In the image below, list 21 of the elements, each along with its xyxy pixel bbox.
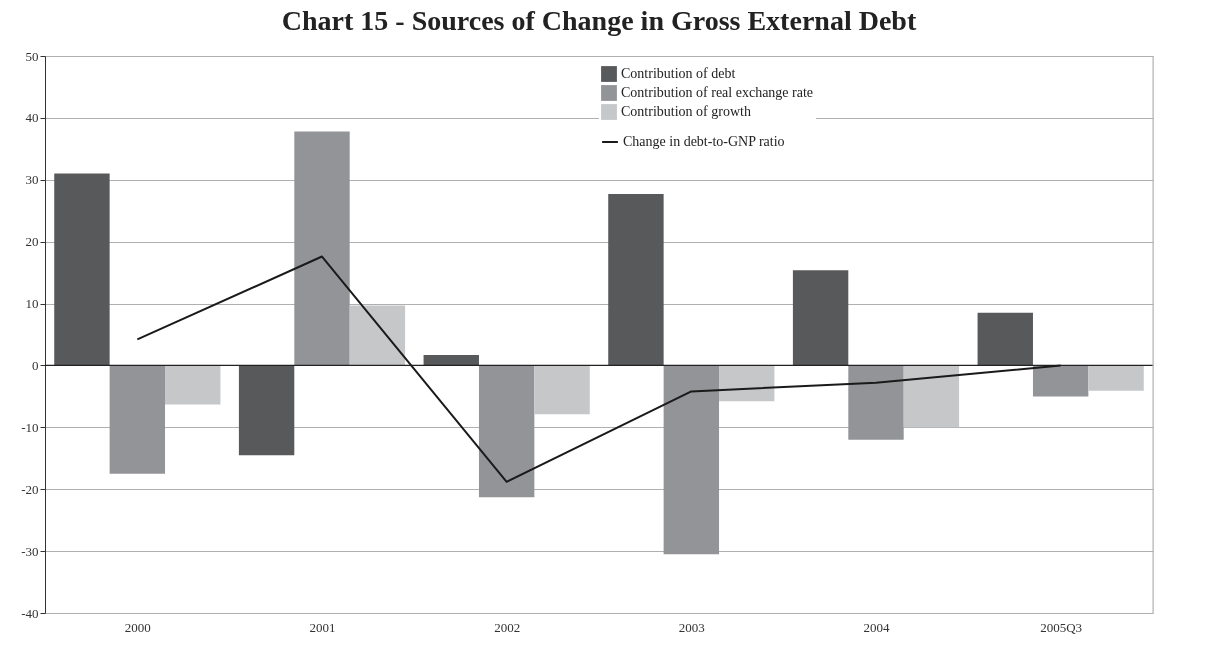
legend-label: Contribution of debt [621, 66, 736, 81]
legend-label: Change in debt-to-GNP ratio [623, 134, 785, 149]
x-tick-label: 2001 [309, 619, 336, 635]
legend-label: Contribution of real exchange rate [621, 85, 814, 100]
y-tick-label: 50 [25, 48, 39, 64]
y-tick-label: 20 [25, 234, 39, 250]
x-tick-label: 2003 [678, 619, 705, 635]
legend-label: Contribution of growth [621, 104, 751, 119]
y-tick-label: -40 [21, 605, 39, 621]
x-tick-label: 2002 [494, 619, 521, 635]
x-tick-label: 2005Q3 [1040, 619, 1083, 635]
y-tick-label: 10 [25, 296, 39, 312]
y-tick-label: -30 [21, 543, 39, 559]
y-tick-label: 30 [25, 172, 39, 188]
y-tick-label: 0 [32, 357, 39, 373]
y-tick-label: -10 [21, 419, 39, 435]
chart-title: Chart 15 - Sources of Change in Gross External Debt [281, 5, 917, 36]
y-tick-label: 40 [25, 110, 39, 126]
y-tick-label: -20 [21, 481, 39, 497]
x-tick-label: 2000 [124, 619, 151, 635]
x-tick-label: 2004 [863, 619, 890, 635]
